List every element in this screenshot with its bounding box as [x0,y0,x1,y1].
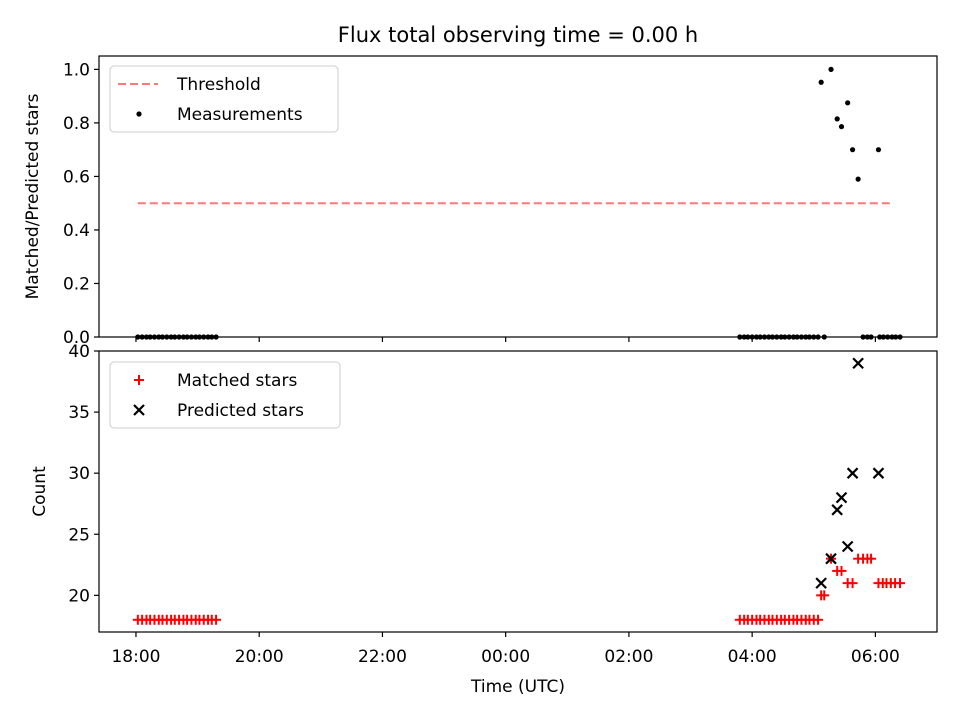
chart-title: Flux total observing time = 0.00 h [338,23,698,47]
bottom-xtick-label: 06:00 [851,647,900,667]
predicted-star-marker [835,491,848,504]
measurement-point [845,100,851,106]
measurement-point [849,147,856,153]
legend-matched-label: Matched stars [177,371,297,391]
legend-matched-swatch [134,375,144,385]
bottom-axes-frame [98,350,938,633]
matched-star-marker [866,553,877,564]
bottom-xtick-label: 20:00 [235,647,284,667]
bottom-ytick-label: 25 [68,525,90,545]
bottom-xtick-label: 22:00 [358,647,407,667]
top-ytick-label: 1.0 [63,60,90,80]
bottom-xlabel: Time (UTC) [470,677,565,697]
bottom-xtick-label: 18:00 [111,647,160,667]
top-ylabel: Matched/Predicted stars [23,93,43,299]
predicted-star-marker [872,467,885,479]
matched-star-marker [847,578,858,589]
bottom-ytick-label: 40 [68,342,90,362]
top-ytick-label: 0.6 [63,167,90,187]
matched-star-marker [895,578,906,589]
top-ytick-label: 0.0 [63,328,90,348]
measurement-point [818,79,824,85]
legend-measurements-label: Measurements [177,105,303,125]
legend-measurements-swatch [136,111,142,117]
bottom-xtick-label: 02:00 [604,647,653,667]
top-ytick-label: 0.2 [63,274,90,294]
top-panel: 0.0 0.2 0.4 0.6 0.8 1.0 Matched/Predicted star… [23,55,938,348]
top-axes-frame [98,55,938,338]
matched-star-marker [211,614,222,625]
bottom-ytick-label: 20 [68,586,90,606]
bottom-legend-box [109,361,341,429]
bottom-legend: Matched stars Predicted stars [109,361,341,429]
top-legend: Threshold Measurements [109,65,339,133]
predicted-star-marker [815,577,827,589]
top-ytick-label: 0.4 [63,221,90,241]
bottom-ytick-label: 30 [68,464,90,484]
bottom-xtick-label: 00:00 [481,647,530,667]
measurement-point [855,176,861,182]
bottom-ytick-label: 35 [68,403,90,423]
legend-threshold-label: Threshold [176,75,261,95]
top-ytick-label: 0.8 [63,114,90,134]
measurement-point [834,116,840,122]
legend-predicted-label: Predicted stars [177,401,304,421]
matched-star-marker [813,614,824,625]
bottom-ylabel: Count [30,466,50,517]
predicted-star-marker [825,552,837,565]
measurement-point [875,147,882,153]
measurement-point [828,66,834,72]
predicted-star-marker [846,467,859,479]
legend-predicted-swatch [133,404,145,416]
predicted-star-marker [852,357,864,369]
predicted-star-marker [841,540,854,553]
bottom-xtick-label: 04:00 [728,647,777,667]
matched-star-marker [819,590,830,601]
matched-star-marker [836,565,847,576]
measurement-point [838,124,845,130]
predicted-star-marker [831,504,843,516]
top-legend-box [109,65,339,133]
bottom-panel: 20 25 30 35 40 18:00 20:00 22:00 00:00 02:00 04:00… [30,342,938,697]
